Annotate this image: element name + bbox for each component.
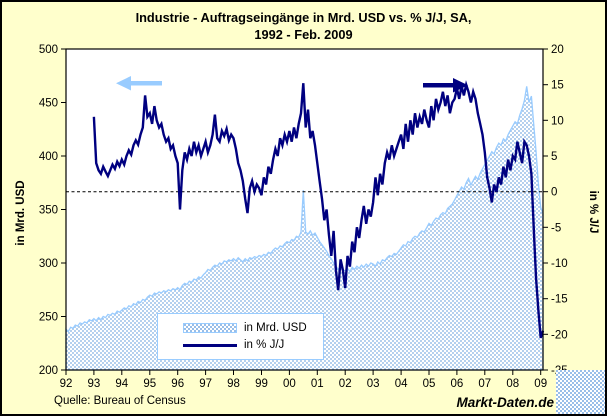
svg-text:400: 400 [39,151,58,163]
svg-text:94: 94 [115,378,128,390]
chart-title-line2: 1992 - Feb. 2009 [254,27,353,43]
svg-text:09: 09 [534,378,547,390]
svg-text:350: 350 [39,205,58,217]
svg-text:93: 93 [88,378,101,390]
legend: in Mrd. USD in % J/J [157,313,324,360]
svg-text:20: 20 [551,44,564,56]
left-axis-arrow-icon [116,76,162,91]
svg-text:92: 92 [60,378,73,390]
svg-text:-10: -10 [551,258,568,270]
chart-title: Industrie - Auftragseingänge in Mrd. USD… [2,9,605,44]
svg-text:01: 01 [311,378,324,390]
source-note: Quelle: Bureau of Census [54,395,186,407]
svg-text:03: 03 [367,378,380,390]
legend-item-mrd-usd: in Mrd. USD [183,322,323,334]
svg-text:05: 05 [423,378,436,390]
svg-text:15: 15 [551,80,564,92]
svg-text:08: 08 [506,378,519,390]
svg-text:200: 200 [39,365,58,377]
corner-pattern-artifact [556,370,605,414]
svg-text:00: 00 [283,378,296,390]
svg-text:99: 99 [255,378,268,390]
svg-text:5: 5 [551,151,557,163]
svg-text:500: 500 [39,44,58,56]
legend-item-pct-jj: in % J/J [183,339,323,351]
x-axis-ticks: 92 93 94 95 96 97 98 99 00 01 02 03 04 05 06 07 08 09 [60,370,547,390]
svg-text:-20: -20 [551,329,568,341]
svg-text:0: 0 [551,187,557,199]
svg-text:10: 10 [551,115,564,127]
svg-text:-15: -15 [551,294,568,306]
legend-area-swatch-icon [183,323,237,333]
area-series-mrd-usd [65,86,544,371]
svg-text:04: 04 [395,378,408,390]
svg-text:97: 97 [199,378,212,390]
svg-text:450: 450 [39,98,58,110]
svg-text:98: 98 [227,378,240,390]
left-axis-ticks: 500 450 400 350 300 250 200 [39,44,66,377]
svg-text:250: 250 [39,312,58,324]
watermark: Markt-Daten.de [456,395,554,410]
legend-label-pct-jj: in % J/J [244,339,285,351]
svg-text:96: 96 [171,378,184,390]
legend-line-swatch-icon [183,343,237,347]
legend-label-mrd-usd: in Mrd. USD [244,322,307,334]
svg-text:95: 95 [143,378,156,390]
svg-text:02: 02 [339,378,352,390]
svg-text:-5: -5 [551,222,561,234]
svg-text:300: 300 [39,258,58,270]
svg-text:07: 07 [478,378,491,390]
right-axis-title: in % J/J [587,190,599,234]
chart-title-line1: Industrie - Auftragseingänge in Mrd. USD… [135,10,472,25]
line-series-pct-jj [92,80,545,339]
right-axis-arrow-icon [423,78,468,93]
left-axis-title: in Mrd. USD [15,180,27,246]
svg-text:06: 06 [451,378,464,390]
